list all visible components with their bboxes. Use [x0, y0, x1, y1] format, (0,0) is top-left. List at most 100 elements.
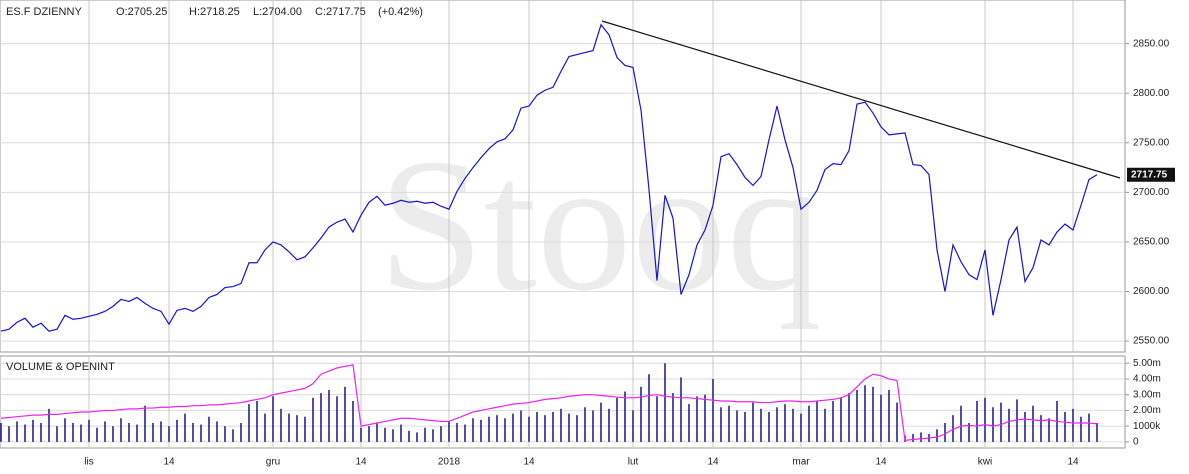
volume-bar: [16, 421, 18, 442]
x-tick-label: gru: [266, 457, 280, 468]
ohlc-open: O:2705.25: [116, 6, 167, 18]
volume-bar: [1072, 408, 1074, 442]
volume-bar: [936, 429, 938, 442]
volume-bar: [152, 422, 154, 442]
volume-bar: [104, 421, 106, 442]
volume-bar: [72, 422, 74, 442]
volume-bar: [376, 422, 378, 442]
volume-bar: [960, 405, 962, 442]
volume-bar: [632, 410, 634, 442]
x-tick-label: lis: [84, 457, 93, 468]
volume-bar: [1016, 399, 1018, 442]
volume-bar: [176, 419, 178, 442]
y-tick-label: 2700.00: [1133, 187, 1170, 198]
volume-bar: [168, 426, 170, 442]
volume-bar: [872, 386, 874, 442]
last-value-label: 2717.75: [1131, 169, 1168, 180]
y-tick-label: 2800.00: [1133, 88, 1170, 99]
volume-bar: [712, 378, 714, 442]
volume-bar: [704, 394, 706, 442]
volume-bar: [880, 394, 882, 442]
volume-bar: [1096, 422, 1098, 442]
volume-bar: [952, 415, 954, 442]
volume-bar: [136, 424, 138, 442]
volume-bar: [968, 422, 970, 442]
volume-bar: [256, 400, 258, 442]
volume-bar: [624, 391, 626, 442]
volume-bar: [720, 407, 722, 442]
x-tick-label: 14: [355, 457, 367, 468]
volume-bar: [464, 424, 466, 442]
volume-bar: [760, 408, 762, 442]
y-tick-label: 2.00m: [1133, 405, 1161, 416]
x-tick-label: 14: [163, 457, 175, 468]
volume-bar: [608, 408, 610, 442]
volume-bar: [1064, 411, 1066, 442]
volume-bar: [192, 422, 194, 442]
volume-bar: [776, 407, 778, 442]
volume-bar: [304, 416, 306, 442]
volume-bar: [512, 413, 514, 442]
volume-bar: [448, 421, 450, 442]
volume-bar: [8, 426, 10, 442]
volume-bar: [240, 422, 242, 442]
volume-bar: [496, 415, 498, 442]
volume-bar: [280, 408, 282, 442]
volume-bar: [856, 389, 858, 442]
ohlc-low: L:2704.00: [253, 6, 302, 18]
volume-bar: [520, 410, 522, 442]
y-tick-label: 2600.00: [1133, 286, 1170, 297]
volume-bar: [416, 432, 418, 442]
y-tick-label: 2550.00: [1133, 336, 1170, 347]
y-tick-label: 2850.00: [1133, 38, 1170, 49]
volume-bar: [400, 424, 402, 442]
x-tick-label: kwi: [978, 457, 992, 468]
y-tick-label: 1000k: [1133, 421, 1161, 432]
volume-bar: [800, 413, 802, 442]
volume-bar: [328, 389, 330, 442]
volume-bar: [56, 426, 58, 442]
volume-bar: [480, 419, 482, 442]
volume-bar: [752, 402, 754, 442]
volume-bar: [384, 427, 386, 442]
y-tick-label: 0: [1133, 437, 1139, 448]
volume-bar: [768, 411, 770, 442]
volume-bar: [1008, 408, 1010, 442]
volume-bar: [216, 421, 218, 442]
volume-bar: [208, 416, 210, 442]
chart-title: ES.F DZIENNY: [6, 6, 82, 18]
last-value-box: [1127, 167, 1175, 182]
volume-bar: [432, 429, 434, 442]
volume-bar: [584, 407, 586, 442]
x-tick-label: 14: [1067, 457, 1079, 468]
volume-title: VOLUME & OPENINT: [6, 361, 115, 373]
volume-bar: [840, 397, 842, 442]
volume-bar: [144, 405, 146, 442]
volume-bar: [808, 405, 810, 442]
series-line: [0, 364, 1098, 441]
volume-bar: [656, 396, 658, 442]
volume-bar: [128, 422, 130, 442]
volume-bar: [1040, 415, 1042, 442]
volume-bar: [0, 422, 2, 442]
watermark: Stooq: [378, 121, 821, 331]
volume-bar: [672, 393, 674, 442]
volume-bar: [272, 396, 274, 442]
volume-bar: [112, 426, 114, 442]
volume-bar: [120, 418, 122, 442]
volume-bar: [472, 418, 474, 442]
volume-bar: [320, 393, 322, 442]
volume-bar: [160, 421, 162, 442]
volume-bar: [312, 397, 314, 442]
volume-bar: [96, 427, 98, 442]
volume-bar: [456, 422, 458, 442]
volume-bar: [80, 424, 82, 442]
volume-bar: [568, 413, 570, 442]
grid: [0, 0, 1125, 448]
volume-bar: [336, 396, 338, 442]
volume-bar: [424, 427, 426, 442]
ohlc-change: (+0.42%): [378, 6, 423, 18]
volume-bar: [664, 363, 666, 442]
volume-bar: [640, 386, 642, 442]
